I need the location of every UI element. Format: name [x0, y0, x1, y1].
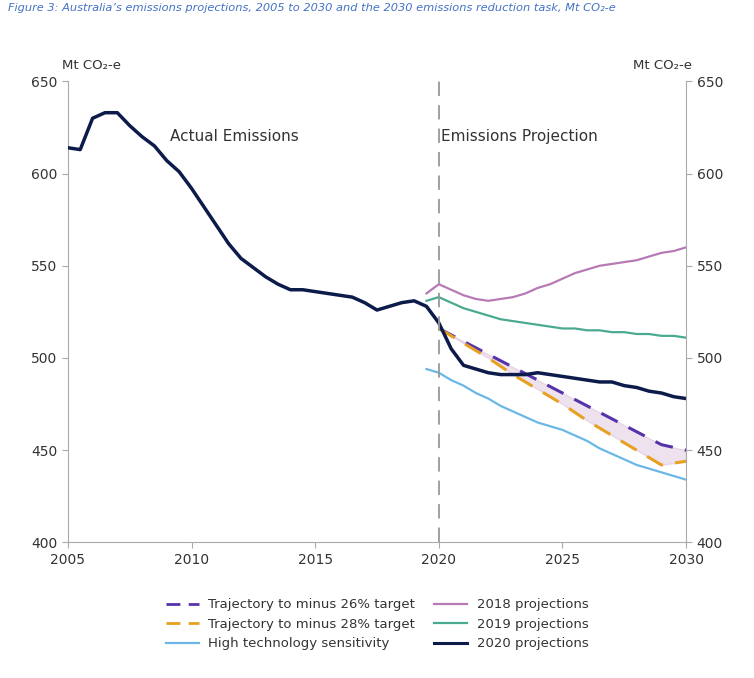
- Text: Mt CO₂-e: Mt CO₂-e: [633, 59, 692, 72]
- Text: Actual Emissions: Actual Emissions: [170, 129, 299, 144]
- Text: Emissions Projection: Emissions Projection: [441, 129, 598, 144]
- Text: Mt CO₂-e: Mt CO₂-e: [62, 59, 121, 72]
- Legend: Trajectory to minus 26% target, Trajectory to minus 28% target, High technology : Trajectory to minus 26% target, Trajecto…: [161, 593, 593, 656]
- Text: Figure 3: Australia’s emissions projections, 2005 to 2030 and the 2030 emissions: Figure 3: Australia’s emissions projecti…: [8, 3, 615, 14]
